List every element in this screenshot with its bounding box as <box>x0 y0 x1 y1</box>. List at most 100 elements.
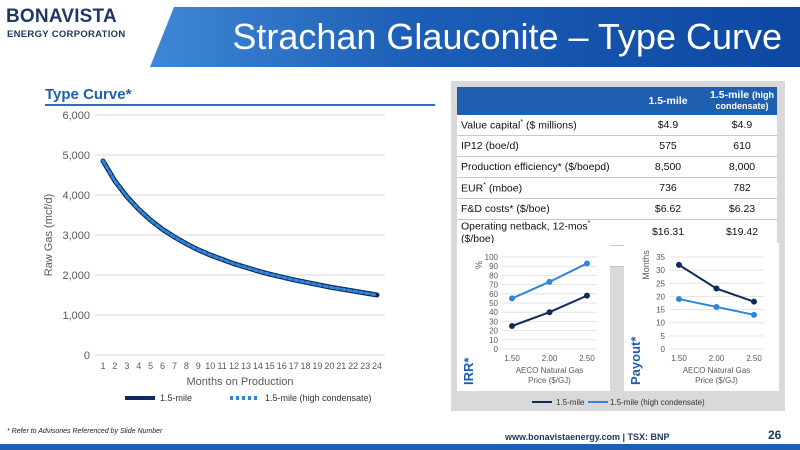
y-tick-label: 35 <box>656 253 665 262</box>
economics-table: 1.5-mile 1.5-mile (high condensate) Valu… <box>457 87 777 267</box>
x-tick-label: 2.00 <box>542 354 558 363</box>
table-row: IP12 (boe/d) 575 610 <box>457 135 777 157</box>
row-label-unit: ($ millions) <box>523 119 577 132</box>
row-label-text: Operating netback, 12-mos <box>461 220 588 233</box>
x-axis-title-line-2: Price ($/GJ) <box>695 376 738 385</box>
table-cell: 782 <box>707 177 777 199</box>
small-charts-legend: 1.5-mile 1.5-mile (high condensate) <box>532 398 705 407</box>
table-row-label: IP12 (boe/d) <box>457 135 629 157</box>
x-tick-label: 2.50 <box>746 354 762 363</box>
table-header-blank <box>457 87 629 115</box>
table-header-label: 1.5-mile <box>709 89 750 101</box>
data-point <box>676 261 682 268</box>
x-axis-title: Months on Production <box>186 376 293 388</box>
title-banner: Strachan Glauconite – Type Curve <box>150 7 800 67</box>
x-tick-label: 17 <box>289 361 299 371</box>
table-row-label: EUR* (mboe) <box>457 177 629 199</box>
x-tick-label: 10 <box>205 361 215 371</box>
row-label-text: IP12 (boe/d) <box>461 140 519 152</box>
data-point <box>546 278 553 285</box>
table-cell: 8,000 <box>707 156 777 178</box>
page-number: 26 <box>768 428 782 442</box>
table-header-sublabel: (high condensate) <box>715 90 775 111</box>
row-label-footnote-mark: * <box>483 181 486 189</box>
chart-title: Payout* <box>628 336 643 385</box>
y-tick-label: 40 <box>489 308 498 317</box>
table-row: Operating netback, 12-mos* ($/boe) $16.31… <box>457 219 777 246</box>
x-tick-label: 20 <box>324 361 334 371</box>
y-tick-label: 25 <box>656 279 665 288</box>
x-axis-title: AECO Natural Gas <box>516 366 584 375</box>
table-header-row: 1.5-mile 1.5-mile (high condensate) <box>457 87 777 115</box>
table-cell: 575 <box>629 135 707 157</box>
table-row: EUR* (mboe) 736 782 <box>457 177 777 199</box>
logo-subtitle: ENERGY CORPORATION <box>7 29 126 40</box>
data-point <box>584 292 590 299</box>
x-tick-label: 22 <box>348 361 358 371</box>
table-header-col-2: 1.5-mile (high condensate) <box>707 87 777 115</box>
footnote: * Refer to Advisories Referenced by Slid… <box>7 428 163 435</box>
y-axis-title: % <box>474 261 484 269</box>
y-tick-label: 100 <box>485 253 499 262</box>
y-tick-label: 50 <box>489 299 498 308</box>
section-underline <box>45 104 435 106</box>
table-row: Value capital* ($ millions) $4.9 $4.9 <box>457 115 777 136</box>
table-cell: $16.31 <box>629 219 707 246</box>
x-tick-label: 4 <box>136 361 141 371</box>
row-label-text: EUR <box>461 182 484 195</box>
x-tick-label: 1.50 <box>671 354 687 363</box>
y-tick-label: 0 <box>661 345 666 354</box>
y-tick-label: 80 <box>489 271 498 280</box>
y-tick-label: 4,000 <box>62 190 90 202</box>
series-line-2 <box>101 159 379 297</box>
y-tick-label: 20 <box>656 292 665 301</box>
y-tick-label: 5,000 <box>62 150 90 162</box>
table-row-label: Value capital* ($ millions) <box>457 115 629 136</box>
y-tick-label: 10 <box>489 336 498 345</box>
data-point <box>751 298 757 305</box>
y-tick-label: 10 <box>656 319 665 328</box>
x-tick-label: 7 <box>172 361 177 371</box>
table-header-col-1: 1.5-mile <box>629 87 707 115</box>
legend-label-2: 1.5-mile (high condensate) <box>610 398 705 407</box>
x-tick-label: 2.50 <box>579 354 595 363</box>
x-tick-label: 2.00 <box>709 354 725 363</box>
table-cell: $6.23 <box>707 198 777 220</box>
chart-title: IRR* <box>461 357 476 385</box>
x-tick-label: 14 <box>253 361 263 371</box>
x-tick-label: 9 <box>196 361 201 371</box>
table-row-label: F&D costs* ($/boe) <box>457 198 629 220</box>
row-label-unit: ($/boe) <box>461 232 495 245</box>
x-tick-label: 15 <box>265 361 275 371</box>
x-tick-label: 5 <box>148 361 153 371</box>
y-tick-label: 3,000 <box>62 230 90 242</box>
data-point <box>546 309 553 316</box>
row-label-footnote-mark: * <box>520 118 524 126</box>
legend-label-1: 1.5-mile <box>160 393 192 403</box>
x-tick-label: 1.50 <box>504 354 520 363</box>
x-tick-label: 11 <box>217 361 226 371</box>
y-axis-title: Raw Gas (mcf/d) <box>43 194 55 277</box>
y-tick-label: 0 <box>84 350 90 362</box>
table-cell: $4.9 <box>629 115 707 136</box>
y-tick-label: 5 <box>661 332 666 341</box>
x-tick-label: 6 <box>160 361 165 371</box>
table-header-label: 1.5-mile <box>648 95 688 107</box>
table-row-label: Operating netback, 12-mos* ($/boe) <box>457 219 629 246</box>
x-tick-label: 3 <box>124 361 129 371</box>
table-row: F&D costs* ($/boe) $6.62 $6.23 <box>457 198 777 220</box>
row-label-footnote-mark: * <box>587 220 591 227</box>
table-row-label: Production efficiency* ($/boepd) <box>457 156 629 178</box>
table-cell: 736 <box>629 177 707 199</box>
footer-url[interactable]: www.bonavistaenergy.com | TSX: BNP <box>505 432 670 442</box>
x-tick-label: 8 <box>184 361 189 371</box>
x-tick-label: 13 <box>241 361 251 371</box>
table-cell: $19.42 <box>707 219 777 246</box>
data-point <box>676 296 682 303</box>
y-tick-label: 30 <box>489 317 498 326</box>
table-cell: 610 <box>707 135 777 157</box>
y-tick-label: 2,000 <box>62 270 90 282</box>
x-tick-label: 19 <box>312 361 322 371</box>
